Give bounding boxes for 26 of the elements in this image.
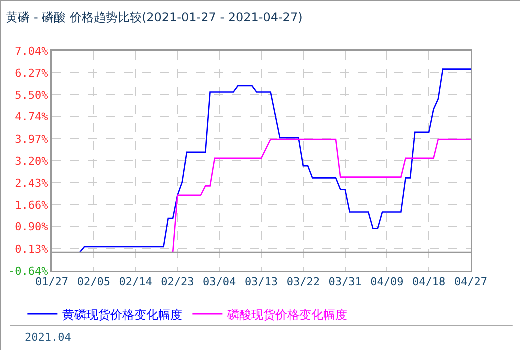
x-tick-label: 03/31 [328, 276, 362, 289]
x-tick-label: 01/27 [35, 276, 69, 289]
x-tick-label: 03/13 [244, 276, 278, 289]
y-tick-label: -0.64% [8, 264, 49, 278]
text: 2021.04 [25, 331, 72, 344]
x-tick-label: 04/18 [412, 276, 446, 289]
y-tick-label: 6.27% [15, 66, 49, 80]
y-tick-label: 7.04% [15, 44, 49, 58]
y-tick-label: 4.74% [15, 110, 49, 124]
x-tick-label: 02/14 [119, 276, 153, 289]
y-tick-label: 5.50% [15, 88, 49, 102]
legend-label: 磷酸现货价格变化幅度 [226, 308, 348, 322]
x-tick-label: 02/05 [77, 276, 110, 289]
y-tick-label: 1.66% [15, 198, 49, 212]
x-tick-label: 04/27 [454, 276, 488, 289]
x-tick-label: 03/22 [286, 276, 320, 289]
y-tick-label: 2.43% [15, 176, 49, 190]
x-tick-label: 04/09 [370, 276, 404, 289]
y-tick-label: 0.13% [15, 242, 49, 256]
x-tick-label: 03/04 [203, 276, 237, 289]
x-tick-label: 02/23 [161, 276, 194, 289]
y-tick-label: 0.90% [15, 220, 49, 234]
y-tick-label: 3.20% [15, 154, 49, 168]
chart-title: 黄磷 - 磷酸 价格趋势比较(2021-01-27 - 2021-04-27) [6, 10, 303, 25]
legend-label: 黄磷现货价格变化幅度 [62, 308, 183, 322]
y-tick-label: 3.97% [15, 132, 49, 146]
